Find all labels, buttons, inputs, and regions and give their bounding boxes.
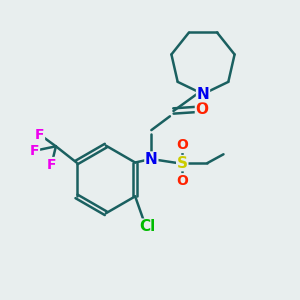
Text: N: N: [196, 87, 209, 102]
Text: F: F: [30, 144, 39, 158]
Text: F: F: [35, 128, 44, 142]
Text: O: O: [196, 102, 208, 117]
Text: O: O: [176, 138, 188, 152]
Text: F: F: [47, 158, 56, 172]
Text: Cl: Cl: [139, 219, 155, 234]
Text: N: N: [145, 152, 158, 167]
Text: S: S: [177, 156, 188, 171]
Text: O: O: [176, 174, 188, 188]
